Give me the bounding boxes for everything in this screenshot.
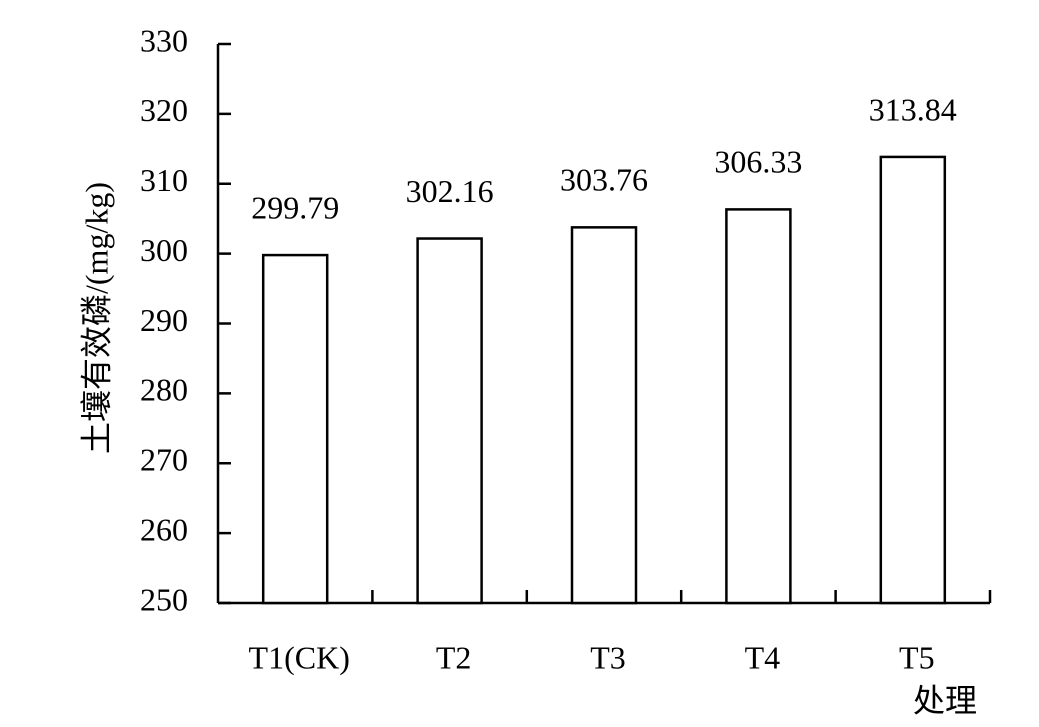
x-axis-label: 处理 — [913, 682, 977, 718]
value-label: 302.16 — [406, 173, 494, 209]
x-tick-label: T4 — [745, 639, 781, 675]
y-tick-label: 300 — [140, 232, 188, 268]
y-tick-label: 310 — [140, 162, 188, 198]
value-label: 313.84 — [869, 91, 957, 127]
bar — [725, 208, 792, 605]
y-tick-label: 320 — [140, 92, 188, 128]
bar — [570, 226, 638, 605]
bar — [261, 253, 329, 605]
y-axis-label: 土壤有效磷/(mg/kg) — [78, 182, 114, 454]
x-tick-label: T3 — [590, 639, 626, 675]
x-tick-label: T5 — [899, 639, 935, 675]
y-tick-label: 290 — [140, 302, 188, 338]
value-label: 299.79 — [251, 189, 339, 225]
x-tick-label: T2 — [436, 639, 472, 675]
value-label: 306.33 — [714, 144, 802, 180]
y-tick-label: 280 — [140, 372, 188, 408]
x-tick-label: T1(CK) — [249, 639, 350, 675]
y-tick-label: 270 — [140, 442, 188, 478]
bar — [416, 237, 483, 605]
bar — [879, 155, 947, 605]
y-tick-label: 260 — [140, 511, 188, 547]
y-tick-label: 330 — [140, 22, 188, 58]
value-label: 303.76 — [560, 162, 648, 198]
y-tick-label: 250 — [140, 581, 188, 617]
